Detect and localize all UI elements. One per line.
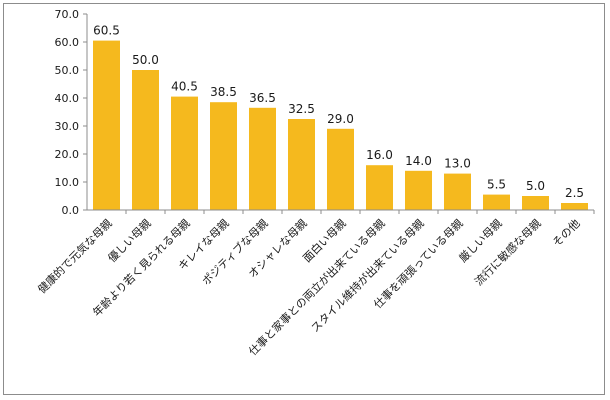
x-tick-label: 流行に敏感な母親 [471, 216, 543, 288]
y-axis: 0.0 10.0 20.0 30.0 40.0 50.0 60.0 70.0 [55, 8, 88, 217]
data-label: 13.0 [444, 157, 471, 171]
y-tick-label: 10.0 [55, 176, 80, 189]
bar [444, 173, 471, 210]
value-labels: 60.5 50.0 40.5 38.5 36.5 32.5 29.0 16.0 14.0 13.0… [93, 24, 584, 200]
bar [483, 194, 510, 210]
bar [249, 107, 276, 210]
y-tick-label: 0.0 [62, 204, 80, 217]
bar [132, 70, 159, 210]
bars [93, 40, 588, 210]
x-tick-label: ポジティブな母親 [199, 216, 271, 288]
bar [405, 170, 432, 210]
bar [366, 165, 393, 210]
bar [327, 128, 354, 210]
y-tick-label: 60.0 [55, 36, 80, 49]
y-tick-label: 20.0 [55, 148, 80, 161]
x-axis [87, 209, 595, 214]
x-tick-label: 仕事と家事との両立が出来ている母親 [246, 216, 388, 358]
bar-chart: 0.0 10.0 20.0 30.0 40.0 50.0 60.0 70.0 60.5 50.0… [35, 8, 595, 358]
data-label: 60.5 [93, 24, 120, 38]
data-label: 36.5 [249, 91, 276, 105]
bar [561, 203, 588, 210]
bar [210, 102, 237, 210]
bar [288, 119, 315, 210]
bar [522, 196, 549, 210]
data-label: 16.0 [366, 148, 393, 162]
y-tick-label: 40.0 [55, 92, 80, 105]
data-label: 5.0 [526, 179, 545, 193]
y-tick-label: 70.0 [55, 8, 80, 21]
data-label: 40.5 [171, 80, 198, 94]
y-tick-label: 30.0 [55, 120, 80, 133]
data-label: 14.0 [405, 154, 432, 168]
bar [171, 96, 198, 210]
data-label: 50.0 [132, 53, 159, 67]
data-label: 38.5 [210, 85, 237, 99]
data-label: 29.0 [327, 112, 354, 126]
data-label: 32.5 [288, 102, 315, 116]
chart-frame: 0.0 10.0 20.0 30.0 40.0 50.0 60.0 70.0 60.5 50.0… [3, 3, 605, 395]
category-labels: 健康的で元気な母親優しい母親年齢より若く見られる母親キレイな母親ポジティブな母親… [35, 216, 583, 358]
data-label: 5.5 [487, 178, 506, 192]
x-tick-label: その他 [550, 217, 583, 250]
data-label: 2.5 [565, 186, 584, 200]
y-tick-label: 50.0 [55, 64, 80, 77]
bar [93, 40, 120, 210]
x-tick-label: 健康的で元気な母親 [35, 216, 115, 296]
